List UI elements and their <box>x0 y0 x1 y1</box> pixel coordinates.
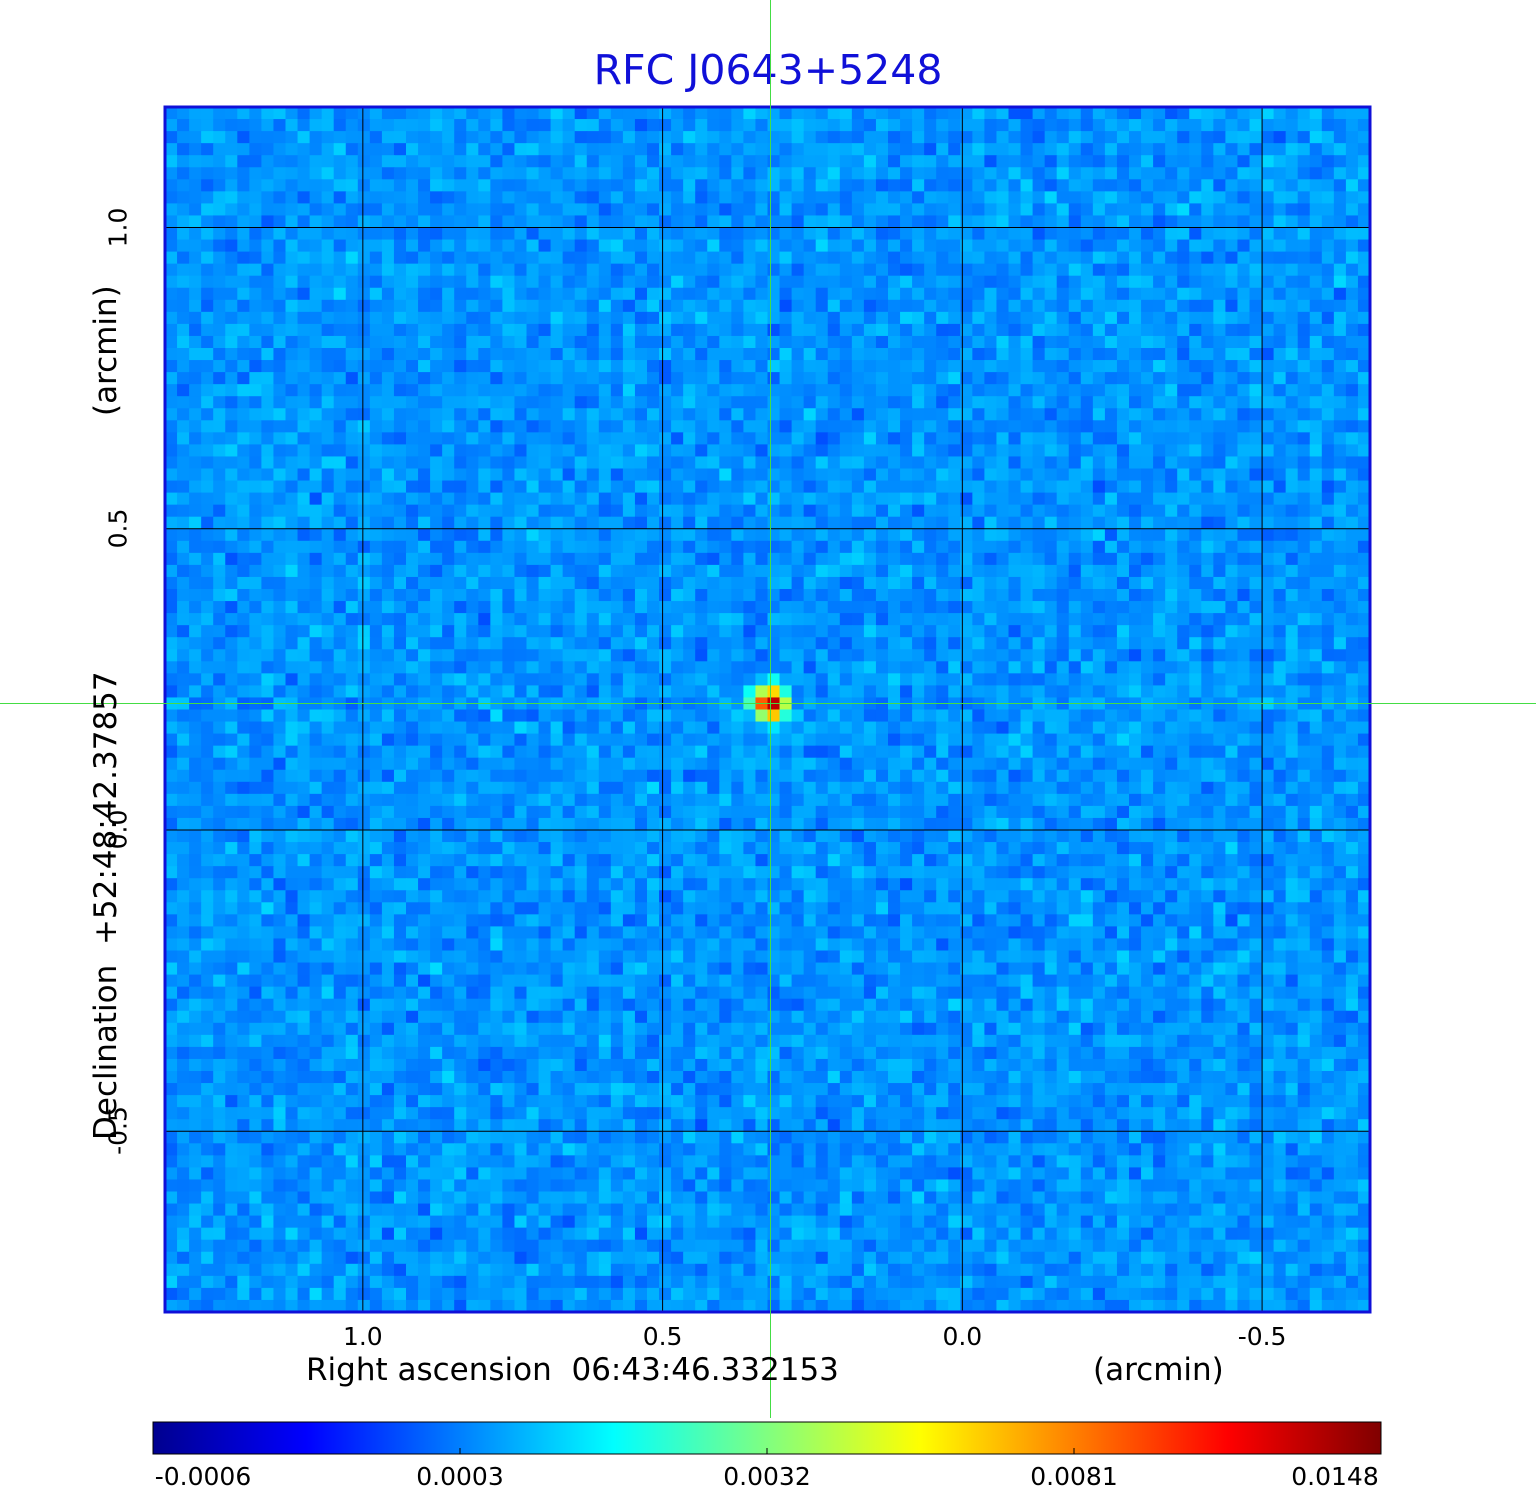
colorbar-tick-label: 0.0003 <box>416 1462 504 1491</box>
y-axis-unit: (arcmin) <box>88 285 124 416</box>
y-tick-label: 0.5 <box>103 508 133 549</box>
x-tick-label: 0.0 <box>942 1322 983 1351</box>
colorbar-tick-label: 0.0148 <box>1291 1462 1379 1491</box>
y-axis-label: Declination +52:48:42.37857 <box>88 671 124 1140</box>
x-axis-unit: (arcmin) <box>1093 1352 1224 1388</box>
x-axis-label: Right ascension 06:43:46.332153 <box>306 1352 839 1388</box>
image-pixels <box>165 107 1371 1313</box>
colorbar-tick-label: 0.0032 <box>723 1462 811 1491</box>
y-tick-label: 1.0 <box>103 207 133 247</box>
plot-frame <box>163 105 1372 1314</box>
colorbar-tick-label: 0.0081 <box>1030 1462 1118 1491</box>
x-tick-label: -0.5 <box>1237 1322 1287 1351</box>
colorbar-tick-label: -0.0006 <box>154 1462 252 1491</box>
coordinate-grid <box>165 107 1370 1312</box>
x-tick-label: 1.0 <box>342 1322 383 1351</box>
x-tick-label: 0.5 <box>642 1322 683 1351</box>
chart-title: RFC J0643+5248 <box>593 46 943 94</box>
colorbar-ticks <box>152 1448 1382 1454</box>
